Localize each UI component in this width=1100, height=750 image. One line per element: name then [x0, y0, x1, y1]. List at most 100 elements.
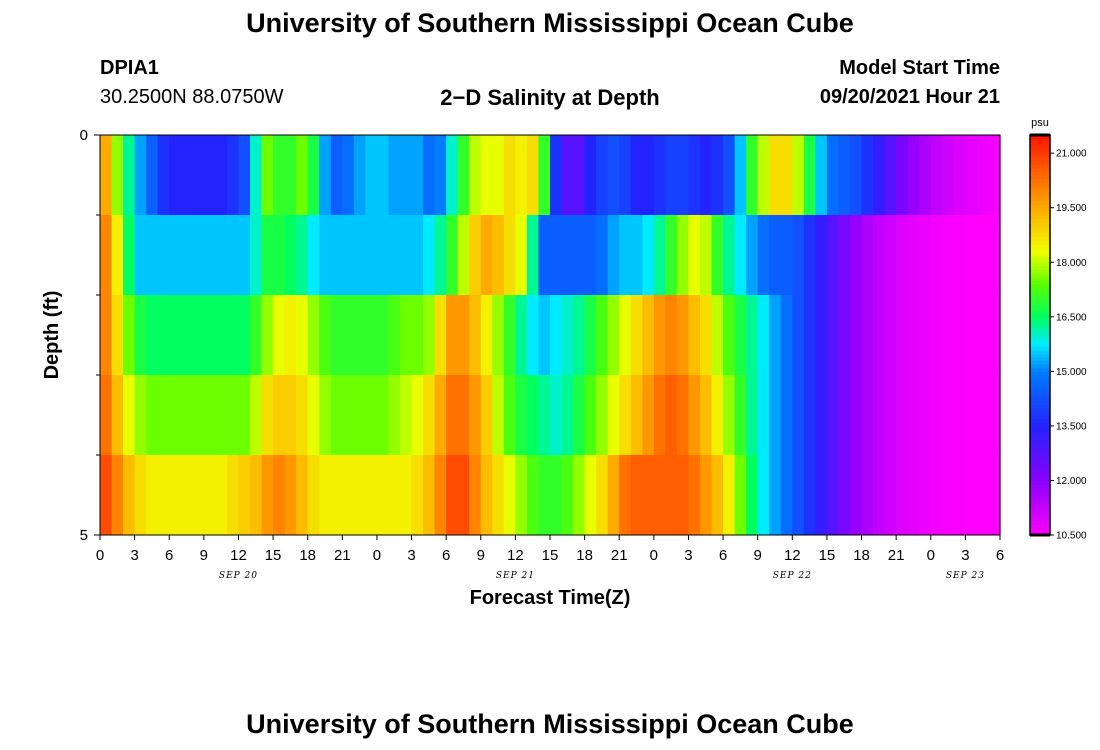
- heatmap-cell: [423, 375, 436, 456]
- heatmap-cell: [873, 215, 886, 296]
- heatmap-cell: [988, 295, 1001, 376]
- heatmap-cell: [700, 295, 713, 376]
- heatmap-cell: [838, 375, 851, 456]
- heatmap-cell: [169, 455, 182, 536]
- heatmap-cell: [850, 455, 863, 536]
- heatmap-cell: [388, 455, 401, 536]
- heatmap-cell: [988, 455, 1001, 536]
- colorbar-segment: [1030, 262, 1050, 267]
- heatmap-cell: [123, 135, 136, 216]
- heatmap-cell: [953, 455, 966, 536]
- heatmap-cell: [526, 295, 540, 376]
- heatmap-cell: [100, 215, 113, 296]
- heatmap-cell: [550, 455, 563, 536]
- colorbar-segment: [1030, 211, 1050, 216]
- heatmap-cell: [700, 375, 713, 456]
- heatmap-cell: [653, 135, 666, 216]
- heatmap-cell: [330, 295, 343, 376]
- heatmap-cell: [203, 215, 216, 296]
- heatmap-cell: [388, 295, 401, 376]
- heatmap-cell: [769, 215, 782, 296]
- heatmap-cell: [169, 135, 182, 216]
- colorbar-segment: [1030, 476, 1050, 481]
- colorbar-segment: [1030, 269, 1050, 274]
- heatmap-cell: [896, 375, 909, 456]
- heatmap-cell: [376, 135, 390, 216]
- heatmap-cell: [492, 295, 505, 376]
- heatmap-cell: [584, 455, 597, 536]
- heatmap-cell: [100, 135, 113, 216]
- date-label: SEP 20: [219, 571, 258, 581]
- heatmap-cell: [803, 375, 816, 456]
- heatmap-cell: [757, 295, 770, 376]
- date-label: SEP 21: [496, 571, 535, 581]
- heatmap-cell: [826, 135, 840, 216]
- heatmap-cell: [780, 215, 793, 296]
- heatmap-cell: [596, 215, 609, 296]
- heatmap-cell: [907, 455, 920, 536]
- colorbar-segment: [1030, 524, 1050, 529]
- colorbar-segment: [1030, 400, 1050, 405]
- heatmap-cell: [457, 135, 470, 216]
- heatmap-cell: [261, 215, 274, 296]
- heatmap-cell: [469, 375, 482, 456]
- heatmap-cell: [100, 375, 113, 456]
- heatmap-cell: [123, 215, 136, 296]
- heatmap-cell: [965, 455, 978, 536]
- x-tick-label: 12: [507, 547, 524, 564]
- heatmap-cell: [434, 455, 447, 536]
- heatmap-cell: [746, 215, 759, 296]
- model-start-value: 09/20/2021 Hour 21: [819, 86, 1000, 108]
- colorbar-segment: [1030, 436, 1050, 441]
- heatmap-cell: [757, 375, 770, 456]
- heatmap-cell: [561, 375, 574, 456]
- heatmap-cell: [157, 375, 170, 456]
- heatmap-cell: [953, 375, 966, 456]
- heatmap-cell: [873, 455, 886, 536]
- heatmap-cell: [480, 455, 493, 536]
- heatmap-cell: [342, 455, 355, 536]
- heatmap-cell: [203, 455, 216, 536]
- heatmap-cell: [584, 375, 597, 456]
- heatmap-cell: [388, 135, 401, 216]
- heatmap-cell: [169, 375, 182, 456]
- heatmap-cell: [884, 375, 897, 456]
- station-id: DPIA1: [100, 57, 159, 79]
- colorbar-segment: [1030, 469, 1050, 474]
- heatmap-cell: [769, 295, 782, 376]
- heatmap-cell: [330, 455, 343, 536]
- heatmap-cell: [261, 295, 274, 376]
- heatmap-cell: [192, 135, 205, 216]
- heatmap-cell: [238, 375, 251, 456]
- heatmap-cell: [111, 375, 124, 456]
- x-tick-label: 3: [130, 547, 138, 564]
- colorbar-segment: [1030, 360, 1050, 365]
- heatmap-cell: [446, 375, 459, 456]
- heatmap-cell: [780, 455, 793, 536]
- heatmap-cell: [284, 455, 297, 536]
- colorbar-segment: [1030, 498, 1050, 503]
- colorbar-segment: [1030, 338, 1050, 343]
- heatmap-cell: [665, 455, 678, 536]
- heatmap-cell: [630, 215, 643, 296]
- heatmap-cell: [965, 135, 978, 216]
- heatmap-cell: [273, 215, 286, 296]
- heatmap-cell: [619, 375, 632, 456]
- heatmap-cell: [226, 375, 240, 456]
- colorbar-segment: [1030, 375, 1050, 380]
- heatmap-cell: [538, 215, 551, 296]
- heatmap-cell: [123, 455, 136, 536]
- heatmap-cell: [446, 215, 459, 296]
- colorbar-segment: [1030, 364, 1050, 369]
- heatmap-cell: [688, 215, 701, 296]
- heatmap-cell: [942, 135, 955, 216]
- heatmap-cell: [815, 215, 828, 296]
- colorbar-segment: [1030, 324, 1050, 329]
- colorbar-segment: [1030, 418, 1050, 423]
- heatmap-cell: [273, 375, 286, 456]
- heatmap-cell: [826, 215, 840, 296]
- heatmap-cell: [550, 295, 563, 376]
- heatmap-cell: [769, 455, 782, 536]
- heatmap-cell: [192, 295, 205, 376]
- heatmap-cell: [342, 135, 355, 216]
